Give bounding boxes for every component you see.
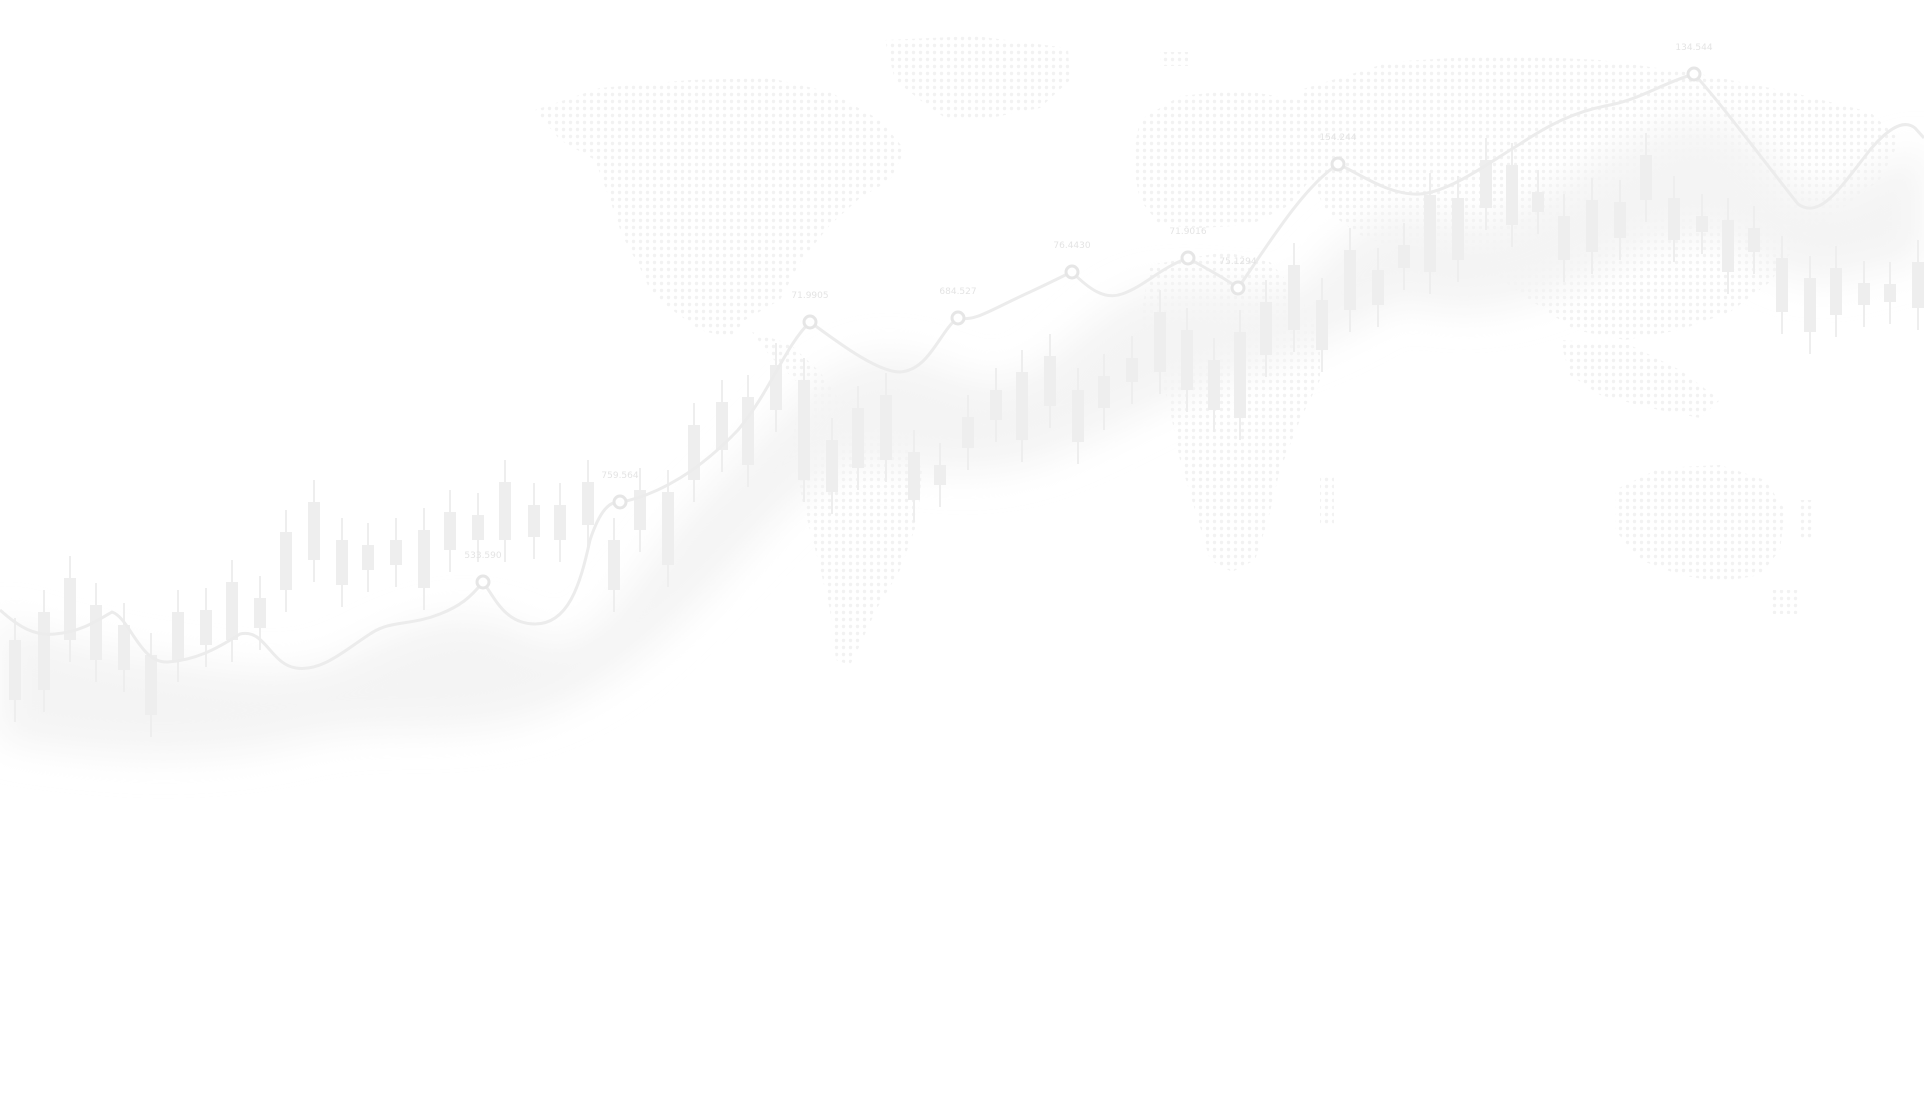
candle-body [172, 612, 184, 660]
candle-body [634, 490, 646, 530]
trend-marker-label: 76.4430 [1053, 241, 1090, 251]
candle-body [1181, 330, 1193, 390]
candle-body [1372, 270, 1384, 305]
candle-body [1614, 202, 1626, 238]
candle-body [1640, 155, 1652, 200]
trend-marker [802, 314, 818, 330]
candle-body [798, 380, 810, 480]
candle-body [962, 417, 974, 448]
candle-body [1912, 262, 1924, 308]
candle-body [852, 408, 864, 468]
candle-body [1398, 245, 1410, 268]
candle-body [1480, 160, 1492, 208]
candle-body [1452, 198, 1464, 260]
trend-marker [1330, 156, 1346, 172]
trend-markers: 533.590 759.564 71.9905 684.527 76.4430 71.90… [464, 43, 1713, 590]
trend-marker [950, 310, 966, 326]
candle-body [90, 605, 102, 660]
trend-marker-label: 71.9905 [791, 291, 828, 301]
trend-marker-label: 759.564 [601, 471, 638, 481]
candle-body [200, 610, 212, 645]
candle-body [1424, 195, 1436, 272]
candle-body [1804, 278, 1816, 332]
trend-line [0, 72, 1924, 670]
trend-marker-label: 154.244 [1319, 133, 1356, 143]
candlestick-decoration [9, 133, 1924, 737]
trend-marker [475, 574, 491, 590]
candle-body [1260, 302, 1272, 355]
trend-marker-label: 134.544 [1675, 43, 1712, 53]
candle-body [1668, 198, 1680, 240]
candle-body [880, 395, 892, 460]
candle-body [64, 578, 76, 640]
candle-body [390, 540, 402, 565]
candle-body [1858, 283, 1870, 305]
trend-marker-label: 533.590 [464, 551, 501, 561]
candle-body [9, 640, 21, 700]
candle-body [716, 402, 728, 450]
candle-body [1722, 220, 1734, 272]
candle-body [1288, 265, 1300, 330]
trend-marker [612, 494, 628, 510]
trend-marker [1064, 264, 1080, 280]
candle-body [280, 532, 292, 590]
candle-body [418, 530, 430, 588]
candle-body [254, 598, 266, 628]
candle-body [1316, 300, 1328, 350]
candle-body [934, 465, 946, 485]
candle-body [1830, 268, 1842, 315]
candle-body [742, 397, 754, 465]
candle-body [226, 582, 238, 640]
candle-body [1154, 312, 1166, 372]
candle-body [118, 625, 130, 670]
candle-body [1748, 228, 1760, 252]
candle-body [1696, 216, 1708, 232]
candle-body [1344, 250, 1356, 310]
trend-marker [1180, 250, 1196, 266]
trend-marker [1686, 66, 1702, 82]
candle-body [1044, 356, 1056, 406]
candle-body [908, 452, 920, 500]
candle-body [444, 512, 456, 550]
candle-body [499, 482, 511, 540]
candle-body [1558, 216, 1570, 260]
candle-body [554, 505, 566, 540]
candle-body [608, 540, 620, 590]
candle-body [1586, 200, 1598, 252]
candle-body [1884, 284, 1896, 302]
candle-body [528, 505, 540, 537]
trend-marker-label: 684.527 [939, 287, 976, 297]
candle-body [826, 440, 838, 492]
candle-body [1234, 332, 1246, 418]
candle-body [1072, 390, 1084, 442]
candle-body [662, 492, 674, 565]
candle-body [38, 612, 50, 690]
candle-body [472, 515, 484, 540]
candle-body [1016, 372, 1028, 440]
candle-body [1126, 358, 1138, 382]
trend-marker-label: 75.1294 [1219, 257, 1256, 267]
candle-body [308, 502, 320, 560]
candle-body [1506, 165, 1518, 225]
candle-body [1208, 360, 1220, 410]
candle-body [336, 540, 348, 585]
candle-body [582, 482, 594, 525]
candle-body [990, 390, 1002, 420]
candle-body [145, 655, 157, 715]
trend-marker-label: 71.9016 [1169, 227, 1206, 237]
candle-body [1532, 192, 1544, 212]
candle-body [1776, 258, 1788, 312]
trend-marker [1230, 280, 1246, 296]
candle-body [1098, 376, 1110, 408]
candle-body [362, 545, 374, 570]
